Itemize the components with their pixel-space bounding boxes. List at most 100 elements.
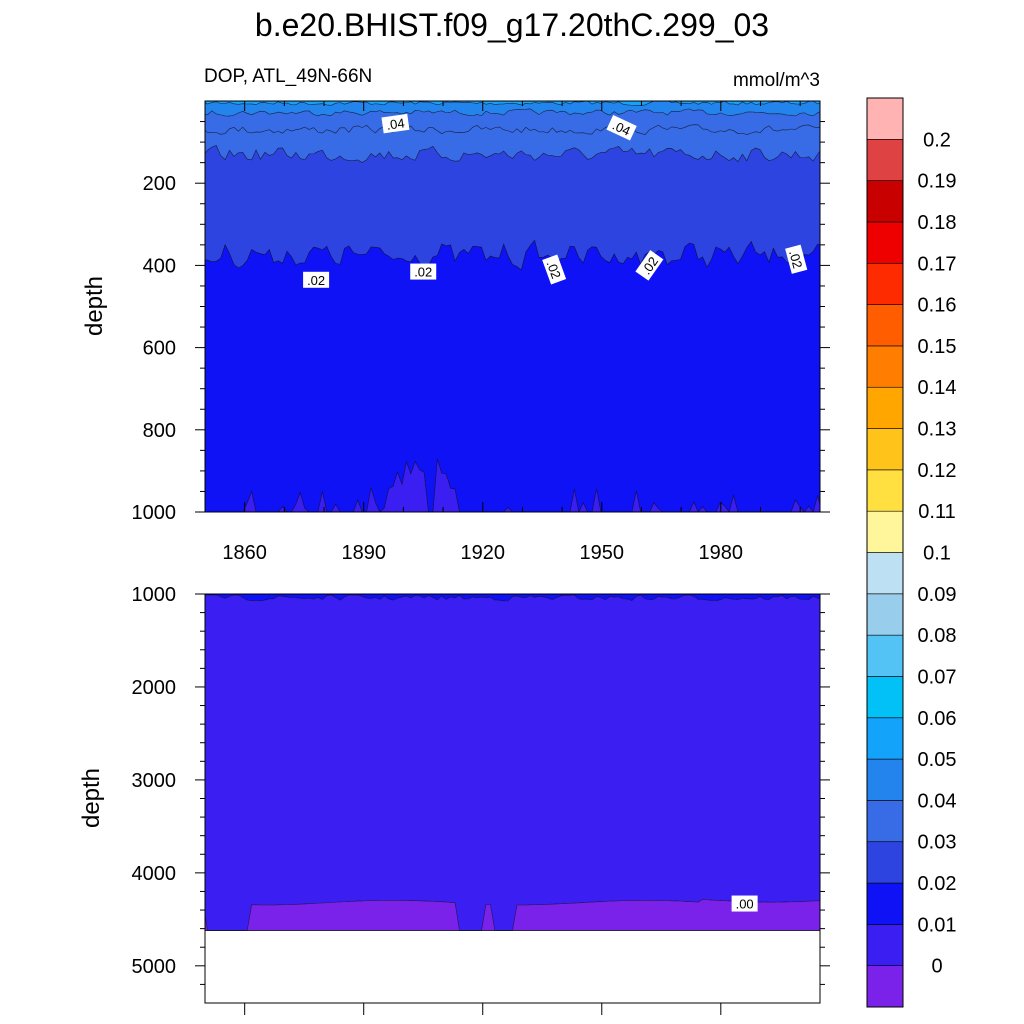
lower-y-tick-label: 5000: [132, 956, 177, 978]
upper-panel-contour-lines: [205, 101, 820, 512]
upper-y-tick-label: 800: [143, 420, 176, 442]
colorbar-box: [866, 386, 904, 429]
upper-band-0.05: [205, 101, 820, 117]
upper-y-tick-label: 600: [143, 338, 176, 360]
contour-label-text: .02: [544, 259, 564, 281]
colorbar-label: 0.05: [918, 749, 957, 771]
upper-contour-line-1: [205, 108, 820, 117]
colorbar-label: 0.15: [918, 336, 957, 358]
contour-label-text: .02: [414, 265, 432, 280]
axis-tick-labels: 1860 1890 1920 1950 1980 200 400 600 800 1000 1000…: [132, 173, 744, 978]
lower-band-0.01: [205, 594, 820, 601]
colorbar-label: 0.01: [918, 914, 957, 936]
colorbar-box: [866, 345, 904, 388]
contour-label-box: [606, 114, 637, 141]
x-tick-label: 1860: [222, 542, 267, 564]
colorbar-box: [866, 717, 904, 760]
contour-label: .02: [542, 254, 567, 285]
contour-label-text: .02: [307, 273, 325, 288]
colorbar: 0 0.01 0.02 0.03 0.04 0.05 0.06 0.07 0.08 0.09 0.1…: [866, 97, 957, 1008]
lower-y-tick-label: 1000: [132, 584, 177, 606]
contour-label: .02: [785, 244, 808, 274]
colorbar-box: [866, 593, 904, 636]
contour-label: .00: [731, 895, 758, 912]
upper-y-tick-label: 400: [143, 255, 176, 277]
colorbar-label: 0.08: [918, 625, 957, 647]
upper-contour-line-2: [205, 124, 820, 135]
colorbar-box: [866, 552, 904, 595]
colorbar-label: 0.07: [918, 666, 957, 688]
colorbar-label: 0.1: [923, 543, 951, 565]
lower-no-data-region: [205, 930, 820, 1003]
upper-y-axis-label: depth: [81, 276, 108, 336]
colorbar-box: [866, 924, 904, 966]
lower-y-tick-label: 2000: [132, 677, 177, 699]
colorbar-box: [866, 676, 904, 719]
lower-y-axis-label: depth: [78, 768, 105, 828]
contour-label-box: [785, 244, 808, 274]
contour-label: .02: [303, 271, 330, 288]
colorbar-box: [866, 139, 904, 181]
colorbar-label: 0.04: [918, 790, 957, 812]
contour-label-box: [731, 895, 758, 912]
upper-band-0.04: [205, 108, 820, 135]
colorbar-box: [866, 634, 904, 677]
colorbar-box: [866, 965, 904, 1008]
lower-panel-contour-fill: [205, 594, 820, 1003]
x-tick-label: 1890: [341, 542, 386, 564]
lower-band-0.00: [205, 595, 820, 931]
colorbar-box: [866, 510, 904, 553]
colorbar-label: 0.2: [923, 129, 951, 151]
x-tick-label: 1920: [460, 542, 505, 564]
lower-contour-line-0: [205, 594, 820, 602]
colorbar-label: 0.19: [918, 171, 957, 193]
colorbar-label: 0.17: [918, 253, 957, 275]
colorbar-box: [866, 262, 904, 305]
x-tick-label: 1980: [699, 542, 744, 564]
colorbar-label: 0.14: [918, 377, 957, 399]
contour-label-text: .00: [736, 897, 754, 912]
variable-label: DOP, ATL_49N-66N: [204, 66, 372, 87]
colorbar-box: [866, 221, 904, 264]
lower-y-tick-label: 4000: [132, 863, 177, 885]
colorbar-box: [866, 304, 904, 347]
colorbar-label: 0.06: [918, 708, 957, 730]
colorbar-label: 0.16: [918, 295, 957, 317]
contour-label-box: [542, 254, 567, 285]
colorbar-box: [866, 180, 904, 223]
contour-label: .02: [410, 263, 437, 280]
colorbar-box: [866, 800, 904, 843]
contour-label-box: [635, 250, 664, 281]
colorbar-label: 0.18: [918, 212, 957, 234]
colorbar-label: 0.11: [918, 501, 955, 523]
colorbar-frame: [866, 97, 904, 1008]
contour-label-text: .02: [786, 249, 805, 270]
upper-band-0.01: [205, 240, 820, 512]
contour-label-box: [381, 113, 410, 134]
lower-panel-contour-lines: [205, 594, 820, 931]
upper-band-0.02: [205, 145, 820, 270]
colorbar-label: 0.02: [918, 873, 957, 895]
contour-label: .04: [606, 114, 637, 141]
x-tick-label: 1950: [580, 542, 625, 564]
lower-band-below-0: [205, 899, 820, 931]
upper-contour-line-3: [205, 145, 820, 163]
contour-labels: .04.04.02.02.02.02.02.00: [303, 113, 808, 912]
colorbar-label: 0.13: [918, 419, 957, 441]
contour-label-text: .04: [386, 115, 406, 132]
colorbar-box: [866, 882, 904, 925]
upper-panel-contour-fill: [205, 101, 820, 512]
colorbar-box: [866, 469, 904, 512]
colorbar-label: 0: [931, 956, 942, 978]
upper-contour-line-4: [205, 239, 820, 271]
axis-tick-marks: [195, 101, 830, 1015]
lower-y-tick-label: 3000: [132, 770, 177, 792]
upper-contour-line-0: [205, 101, 820, 106]
contour-label-box: [410, 263, 437, 280]
units-label: mmol/m^3: [733, 70, 820, 91]
upper-band-0.03: [205, 124, 820, 163]
upper-y-tick-label: 200: [143, 173, 176, 195]
chart-title: b.e20.BHIST.f09_g17.20thC.299_03: [255, 7, 769, 43]
upper-contour-line-5: [205, 458, 820, 512]
